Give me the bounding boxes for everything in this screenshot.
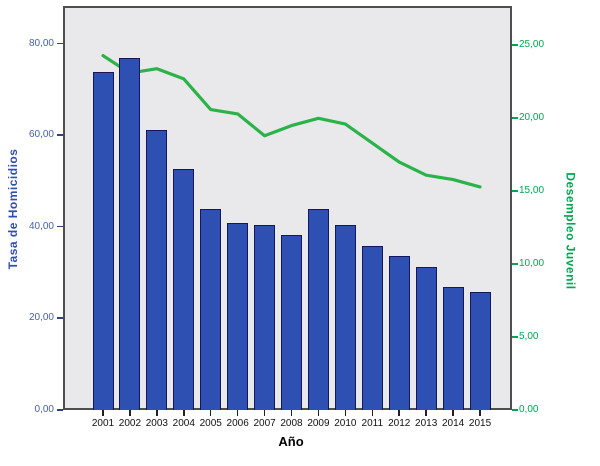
x-tick-mark xyxy=(156,410,158,416)
bar-2007 xyxy=(254,225,276,410)
x-tick-label: 2006 xyxy=(226,418,249,429)
x-tick-mark xyxy=(102,410,104,416)
x-tick-label: 2009 xyxy=(307,418,330,429)
x-axis-title: Año xyxy=(278,434,304,449)
x-tick-mark xyxy=(317,410,320,416)
x-tick-label: 2012 xyxy=(388,418,411,429)
x-tick-mark xyxy=(452,410,454,416)
x-tick-mark xyxy=(129,410,131,416)
x-tick-label: 2003 xyxy=(145,418,168,429)
bar-2013 xyxy=(415,267,437,410)
left-tick-mark xyxy=(57,134,63,136)
left-tick-label: 0,00 xyxy=(34,404,54,415)
right-tick-label: 20,00 xyxy=(519,112,545,124)
x-tick-mark xyxy=(479,410,481,416)
left-tick-mark xyxy=(57,409,63,411)
x-tick-mark xyxy=(183,410,185,416)
line-series xyxy=(101,53,482,189)
bar-2012 xyxy=(388,256,410,410)
desempleo-line xyxy=(101,53,482,189)
bar-2015 xyxy=(469,292,491,410)
right-tick-label: 5,00 xyxy=(519,331,539,343)
x-tick-mark xyxy=(425,410,427,416)
x-tick-label: 2004 xyxy=(172,418,195,429)
x-tick-mark xyxy=(344,410,347,416)
bar-2008 xyxy=(281,234,302,410)
bar-2010 xyxy=(334,225,356,410)
bar-2003 xyxy=(146,130,168,410)
x-tick-label: 2015 xyxy=(468,418,492,429)
x-tick-label: 2011 xyxy=(361,418,384,429)
right-tick-label: 10,00 xyxy=(519,258,545,270)
right-tick-mark xyxy=(512,409,518,411)
right-tick-label: 15,00 xyxy=(519,185,545,197)
bar-2011 xyxy=(361,245,383,410)
x-tick-mark xyxy=(398,410,400,416)
left-tick-label: 40,00 xyxy=(28,220,54,232)
x-tick-mark xyxy=(209,410,212,416)
bar-2001 xyxy=(92,72,114,410)
x-tick-label: 2008 xyxy=(280,418,303,429)
left-tick-label: 80,00 xyxy=(28,37,54,49)
x-tick-mark xyxy=(290,410,293,416)
left-tick-label: 20,00 xyxy=(28,312,54,324)
left-axis-title: Tasa de Homicidios xyxy=(6,148,20,270)
right-tick-mark xyxy=(512,336,518,338)
right-tick-mark xyxy=(512,117,518,119)
bar-2014 xyxy=(442,286,464,410)
x-tick-mark xyxy=(371,410,374,416)
x-tick-label: 2001 xyxy=(91,418,115,429)
right-axis-title: Desempleo Juvenil xyxy=(563,172,578,290)
x-tick-label: 2013 xyxy=(415,418,438,429)
x-tick-label: 2002 xyxy=(118,418,142,429)
right-tick-mark xyxy=(512,263,518,265)
left-tick-mark xyxy=(57,317,63,319)
x-tick-label: 2014 xyxy=(441,418,465,429)
left-tick-mark xyxy=(57,225,63,228)
bar-2009 xyxy=(307,209,329,410)
bar-2006 xyxy=(227,222,249,410)
x-tick-label: 2010 xyxy=(334,418,357,429)
right-tick-mark xyxy=(512,44,518,46)
x-tick-mark xyxy=(236,410,239,416)
bar-2002 xyxy=(119,58,141,410)
bar-2005 xyxy=(200,208,222,410)
left-tick-label: 60,00 xyxy=(28,129,54,141)
x-tick-mark xyxy=(263,410,266,416)
left-tick-mark xyxy=(57,42,63,45)
right-tick-mark xyxy=(512,190,518,192)
bar-2004 xyxy=(173,168,195,410)
x-tick-label: 2005 xyxy=(199,418,222,429)
right-tick-label: 0,00 xyxy=(519,404,539,415)
right-tick-label: 25,00 xyxy=(519,39,545,51)
x-tick-label: 2007 xyxy=(253,418,276,429)
